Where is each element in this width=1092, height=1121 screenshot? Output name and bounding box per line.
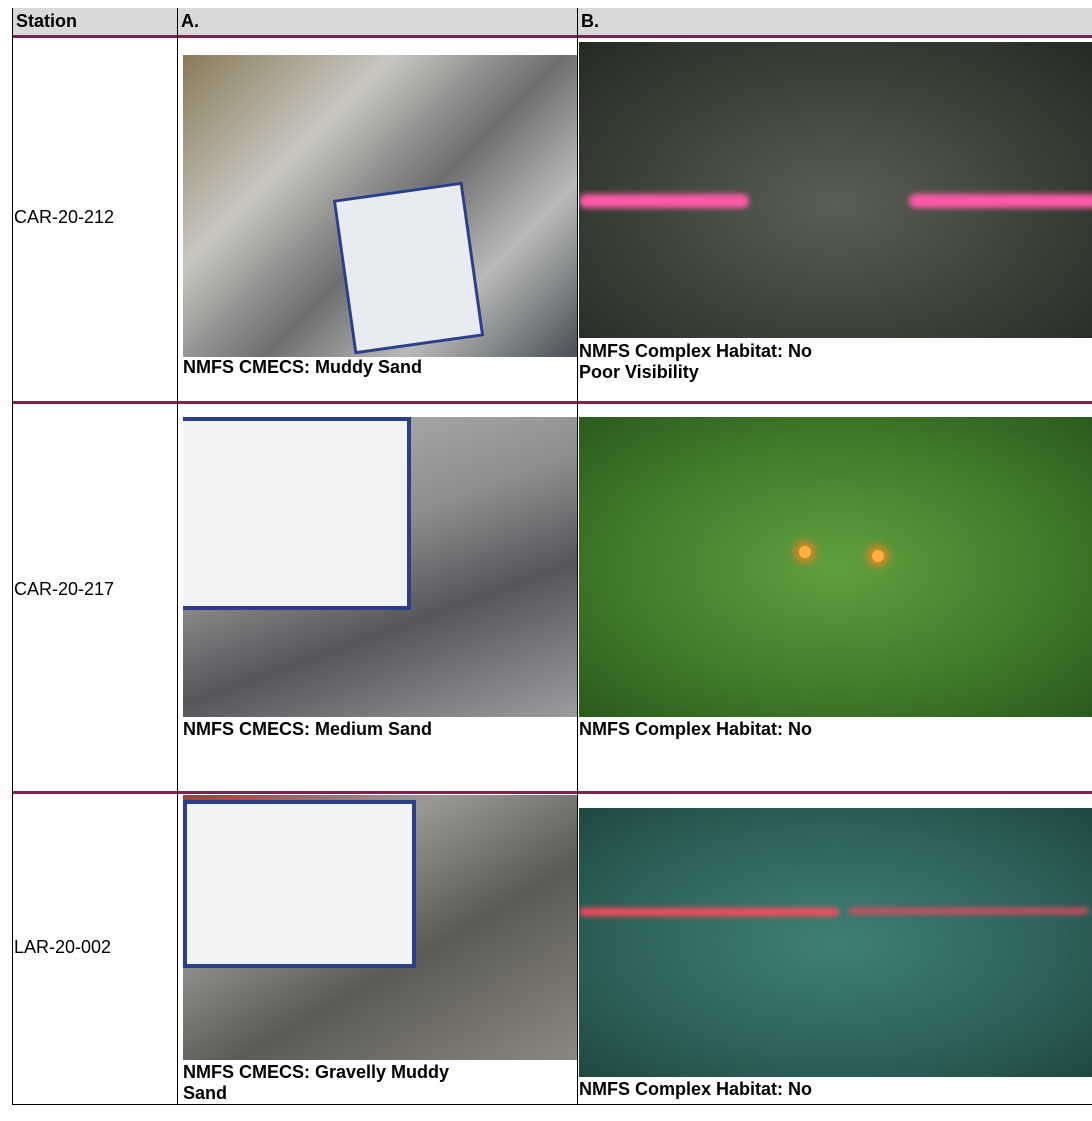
caption-a: NMFS CMECS: Gravelly Muddy Sand: [183, 1062, 450, 1103]
photo-seafloor: [579, 417, 1092, 717]
caption-a: NMFS CMECS: Medium Sand: [183, 719, 433, 739]
column-line: [12, 8, 13, 1105]
photo-sampler: [183, 795, 577, 1060]
caption-b: NMFS Complex Habitat: No: [579, 341, 813, 361]
photo-seafloor: [579, 42, 1092, 338]
header-cell: A.: [177, 8, 577, 35]
row-separator: [12, 401, 1092, 404]
header-cell: Station: [12, 8, 177, 35]
photo-seafloor: [579, 808, 1092, 1077]
station-id: CAR-20-212: [14, 207, 115, 227]
header-cell: B.: [577, 8, 1092, 35]
photo-sampler: [183, 417, 577, 717]
column-line: [177, 8, 178, 1105]
caption-b: NMFS Complex Habitat: No: [579, 719, 813, 739]
station-id: CAR-20-217: [14, 579, 115, 599]
column-line: [577, 8, 578, 1105]
station-id: LAR-20-002: [14, 937, 112, 957]
caption-a: NMFS CMECS: Muddy Sand: [183, 357, 422, 377]
table-bottom: [12, 1104, 1092, 1105]
caption-b: NMFS Complex Habitat: No: [579, 1079, 813, 1099]
row-separator: [12, 35, 1092, 38]
row-separator: [12, 791, 1092, 794]
photo-sampler: [183, 55, 577, 357]
caption-b: Poor Visibility: [579, 362, 699, 382]
